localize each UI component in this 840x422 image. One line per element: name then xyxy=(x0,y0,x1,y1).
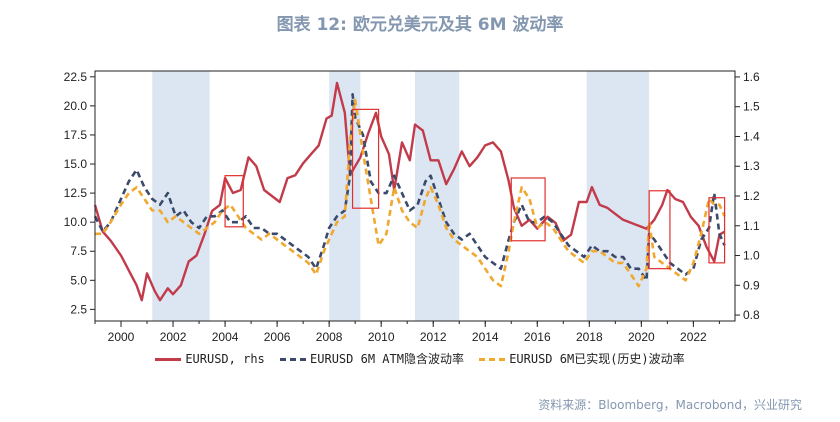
series-lines xyxy=(93,81,726,302)
highlight-boxes xyxy=(224,108,726,270)
y-left-tick-label-5: 15.0 xyxy=(64,157,88,171)
shaded-period-3 xyxy=(586,71,650,321)
y-left-tick-label-4: 12.5 xyxy=(64,186,88,200)
legend-item-atm: EURUSD 6M ATM隐含波动率 xyxy=(280,350,464,367)
y-left-tick-label-1: 5.0 xyxy=(70,273,87,287)
y-right-tick-label-3: 1.1 xyxy=(743,219,760,233)
series-line-1 xyxy=(93,93,726,282)
legend-label-realized: EURUSD 6M已实现(历史)波动率 xyxy=(509,352,685,366)
y-left-tick-label-0: 2.5 xyxy=(70,302,87,316)
x-tick-label-10: 2020 xyxy=(628,330,655,344)
x-tick-label-11: 2022 xyxy=(680,330,707,344)
y-left-tick-label-7: 20.0 xyxy=(64,99,88,113)
y-right-tick-label-7: 1.5 xyxy=(743,100,760,114)
source-note: 资料来源：Bloomberg，Macrobond，兴业研究 xyxy=(538,398,802,412)
y-right-tick-label-4: 1.2 xyxy=(743,189,760,203)
legend-label-eurusd: EURUSD, rhs xyxy=(185,352,265,366)
chart-title: 图表 12: 欧元兑美元及其 6M 波动率 xyxy=(276,15,564,35)
x-tick-label-5: 2010 xyxy=(368,330,395,344)
legend: EURUSD, rhs EURUSD 6M ATM隐含波动率 EURUSD 6M… xyxy=(0,350,840,367)
y-right-tick-label-2: 1.0 xyxy=(743,249,760,263)
y-left-tick-label-8: 22.5 xyxy=(64,70,88,84)
y-right-tick-label-0: 0.8 xyxy=(743,308,760,322)
highlight-box-1 xyxy=(351,108,380,209)
y-right-tick-label-8: 1.6 xyxy=(743,70,760,84)
legend-item-realized: EURUSD 6M已实现(历史)波动率 xyxy=(479,350,685,367)
x-tick-label-9: 2018 xyxy=(576,330,603,344)
x-tick-label-7: 2014 xyxy=(472,330,499,344)
highlight-box-2 xyxy=(510,177,546,242)
y-right-tick-label-5: 1.3 xyxy=(743,159,760,173)
x-tick-label-6: 2012 xyxy=(420,330,447,344)
x-tick-label-4: 2008 xyxy=(316,330,343,344)
x-tick-label-3: 2006 xyxy=(264,330,291,344)
shaded-periods xyxy=(152,71,650,321)
highlight-box-0 xyxy=(224,175,244,228)
series-line-0 xyxy=(93,81,726,302)
series-line-2 xyxy=(95,98,726,288)
y-axis-right: 0.8 0.9 1.0 1.1 1.2 1.3 1.4 1.5 1.6 xyxy=(735,70,760,322)
y-axis-left: 2.5 5.0 7.5 10.0 12.5 15.0 17.5 20.0 22.5 xyxy=(64,70,95,316)
x-tick-label-8: 2016 xyxy=(524,330,551,344)
y-right-tick-label-1: 0.9 xyxy=(743,278,760,292)
legend-swatch-atm xyxy=(280,358,307,361)
x-tick-label-1: 2002 xyxy=(160,330,187,344)
highlight-box-3 xyxy=(648,190,671,270)
x-tick-label-2: 2004 xyxy=(212,330,239,344)
x-axis: 2000 2002 2004 2006 2008 2010 2012 2014 2016 2018… xyxy=(94,321,720,344)
y-left-tick-label-6: 17.5 xyxy=(64,128,88,142)
highlight-box-4 xyxy=(708,197,726,264)
y-left-tick-label-2: 7.5 xyxy=(70,244,87,258)
x-tick-label-0: 2000 xyxy=(108,330,135,344)
y-right-tick-label-6: 1.4 xyxy=(743,129,760,143)
shaded-period-0 xyxy=(152,71,210,321)
y-left-tick-label-3: 10.0 xyxy=(64,215,88,229)
legend-label-atm: EURUSD 6M ATM隐含波动率 xyxy=(310,352,464,366)
legend-swatch-eurusd xyxy=(155,358,182,361)
legend-item-eurusd: EURUSD, rhs xyxy=(155,352,265,366)
legend-swatch-realized xyxy=(479,358,506,361)
